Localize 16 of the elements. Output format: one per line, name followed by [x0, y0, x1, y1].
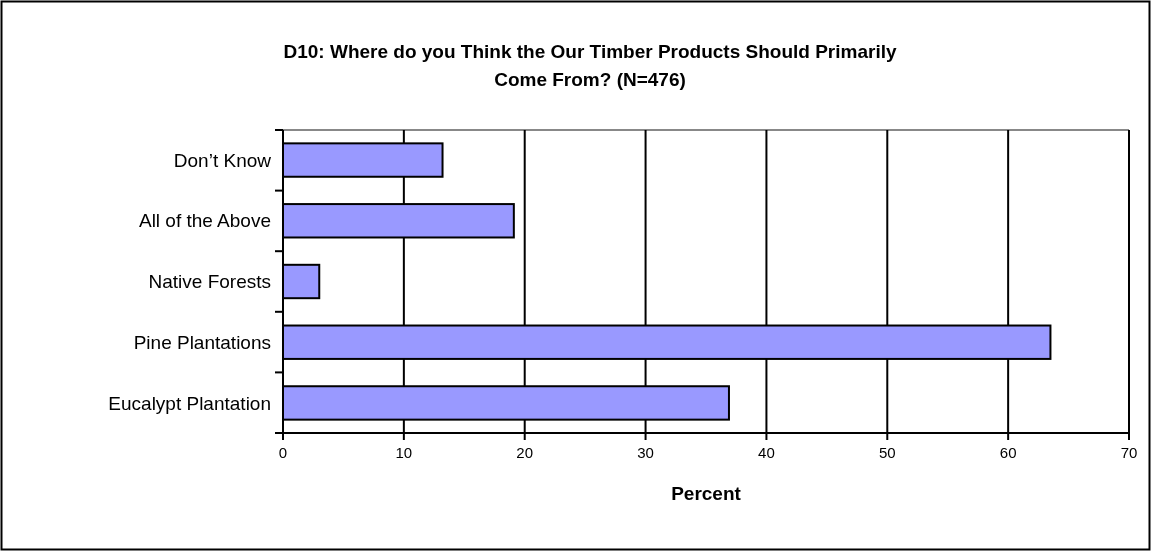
- x-tick-label: 0: [278, 444, 288, 461]
- x-tick-label: 60: [999, 444, 1017, 461]
- y-tick-label: Pine Plantations: [133, 331, 271, 353]
- y-tick-label: Eucalypt Plantation: [108, 392, 271, 414]
- x-tick-label: 10: [395, 444, 413, 461]
- y-tick-label: Native Forests: [148, 271, 271, 293]
- x-tick-label: 40: [758, 444, 775, 461]
- bar: [282, 263, 321, 300]
- y-tick-label: All of the Above: [138, 210, 271, 232]
- x-tick-label: 20: [516, 444, 534, 461]
- chart-title: D10: Where do you Think the Our Timber Products Should Primarily Come From? (N=476): [283, 41, 897, 90]
- x-axis-title: Percent: [671, 483, 742, 504]
- x-tick-label: 30: [637, 444, 654, 461]
- x-tick-label: 70: [1120, 444, 1138, 461]
- y-tick-label: Don’t Know: [173, 149, 272, 171]
- x-tick-label: 50: [878, 444, 896, 461]
